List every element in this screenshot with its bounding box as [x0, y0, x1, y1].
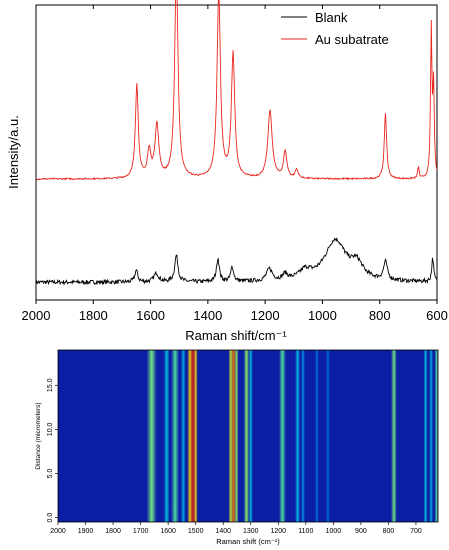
heatmap-y-tick-label: 0.0	[47, 513, 54, 523]
heatmap-band	[314, 350, 319, 522]
heatmap-x-tick-label: 700	[410, 528, 422, 535]
heatmap-x-tick-label: 1300	[243, 528, 259, 535]
x-tick-label: 2000	[22, 308, 51, 323]
x-tick-label: 1400	[193, 308, 222, 323]
heatmap-x-tick-label: 1500	[188, 528, 204, 535]
spectrum-lines	[35, 0, 438, 286]
heatmap-band	[434, 350, 439, 522]
heatmap-frame	[57, 349, 439, 523]
x-tick-label: 1600	[136, 308, 165, 323]
raman-heatmap-chart: 2000 1900 1800 1700 1600 1500 1400 1300 1200 1100…	[35, 349, 439, 546]
heatmap-x-tick-label: 1400	[215, 528, 231, 535]
y-axis-label: Intensity/a.u.	[6, 115, 21, 189]
heatmap-band	[423, 350, 428, 522]
series-line-blank	[35, 237, 438, 286]
series-line-au-substrate	[35, 0, 438, 181]
heatmap-band	[187, 350, 194, 522]
heatmap-band	[231, 350, 237, 522]
x-axis-label: Raman shift/cm⁻¹	[185, 328, 287, 343]
heatmap-x-tick-label: 800	[383, 528, 395, 535]
heatmap-band	[243, 350, 250, 522]
heatmap-band	[190, 350, 196, 522]
heatmap-y-tick-label: 15.0	[47, 378, 54, 392]
heatmap-x-ticks: 2000 1900 1800 1700 1600 1500 1400 1300 1200 1100…	[50, 522, 422, 535]
heatmap-bands	[146, 350, 439, 522]
heatmap-band	[163, 350, 170, 522]
heatmap-band	[193, 350, 198, 522]
heatmap-x-tick-label: 1100	[298, 528, 313, 535]
heatmap-x-tick-label: 1700	[133, 528, 149, 535]
x-tick-label: 800	[369, 308, 391, 323]
legend: Blank Au subatrate	[281, 10, 389, 47]
x-tick-label: 1000	[308, 308, 337, 323]
plot-frame	[35, 4, 438, 301]
raman-spectrum-chart: 2000 1800 1600 1400 1200 1000 800 600 Raman shi…	[6, 0, 448, 343]
heatmap-y-ticks: 0.0 5.0 10.0 15.0	[47, 378, 58, 522]
heatmap-x-tick-label: 1900	[78, 528, 94, 535]
heatmap-band	[146, 350, 157, 522]
heatmap-band	[295, 350, 301, 522]
x-tick-label: 1200	[251, 308, 280, 323]
heatmap-y-axis-label: Distance (micrometers)	[35, 402, 42, 469]
x-tick-label: 600	[426, 308, 448, 323]
heatmap-band	[391, 350, 397, 522]
heatmap-band	[248, 350, 253, 522]
heatmap-x-tick-label: 900	[355, 528, 367, 535]
heatmap-band	[171, 350, 179, 522]
heatmap-band	[301, 350, 306, 522]
x-tick-label: 1800	[79, 308, 108, 323]
heatmap-band	[429, 350, 434, 522]
heatmap-band	[325, 350, 330, 522]
heatmap-x-tick-label: 1000	[326, 528, 342, 535]
heatmap-y-tick-label: 10.0	[47, 422, 54, 436]
heatmap-x-tick-label: 1600	[160, 528, 176, 535]
x-axis-ticks: 2000 1800 1600 1400 1200 1000 800 600	[22, 5, 448, 323]
heatmap-y-tick-label: 5.0	[47, 469, 54, 479]
heatmap-band	[279, 350, 286, 522]
heatmap-x-tick-label: 1200	[271, 528, 287, 535]
heatmap-x-tick-label: 2000	[50, 528, 66, 535]
heatmap-x-axis-label: Raman shift (cm⁻¹)	[216, 537, 280, 546]
heatmap-x-tick-label: 1800	[105, 528, 121, 535]
heatmap-band	[228, 350, 234, 522]
heatmap-band	[180, 350, 186, 522]
legend-label-blank: Blank	[315, 10, 348, 25]
legend-label-au: Au subatrate	[315, 32, 389, 47]
heatmap-band	[234, 350, 239, 522]
